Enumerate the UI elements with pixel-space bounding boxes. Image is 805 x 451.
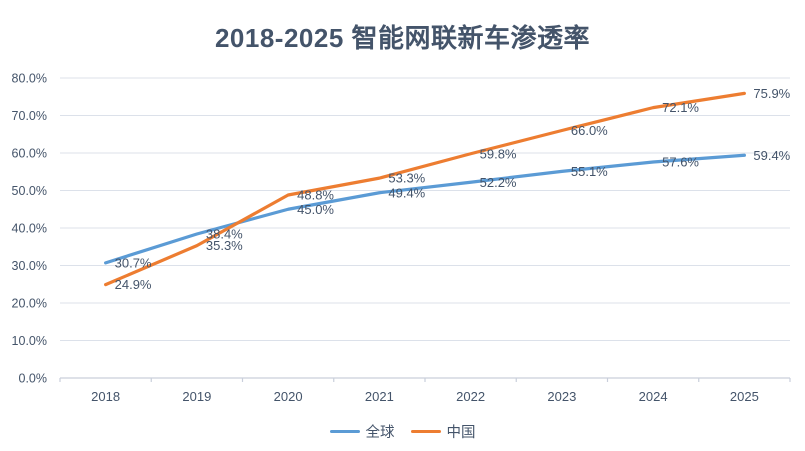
data-labels-china: 24.9% 35.3% 48.8% 53.3% 59.8% 66.0% 72.1% 75.9% <box>115 86 791 292</box>
data-label: 52.2% <box>480 175 517 190</box>
y-axis-labels: 0.0% 10.0% 20.0% 30.0% 40.0% 50.0% 60.0% 70.0% 8… <box>12 72 47 386</box>
x-tick-label: 2018 <box>91 389 120 404</box>
data-label: 30.7% <box>115 255 152 270</box>
series-line-china <box>104 91 746 287</box>
data-label: 35.3% <box>206 238 243 253</box>
data-label: 53.3% <box>388 171 425 186</box>
data-label: 66.0% <box>571 123 608 138</box>
data-label: 45.0% <box>297 202 334 217</box>
y-tick-label: 70.0% <box>12 109 47 123</box>
legend-item-china: 中国 <box>410 421 476 442</box>
x-axis-labels: 2018 2019 2020 2021 2022 2023 2024 2025 <box>91 389 759 404</box>
data-label: 24.9% <box>115 277 152 292</box>
data-label: 75.9% <box>753 86 790 101</box>
legend-marker-global <box>329 429 360 434</box>
data-label: 59.4% <box>753 148 790 163</box>
data-label: 72.1% <box>662 100 699 115</box>
legend: 全球 中国 <box>0 421 805 442</box>
y-tick-label: 80.0% <box>12 72 47 86</box>
x-tick-label: 2023 <box>547 389 576 404</box>
y-tick-label: 0.0% <box>19 372 48 386</box>
gridlines <box>60 77 790 341</box>
data-label: 38.4% <box>206 227 243 242</box>
y-tick-label: 40.0% <box>12 222 47 236</box>
y-tick-label: 10.0% <box>12 334 47 348</box>
series-line-global <box>104 153 746 265</box>
x-tick-label: 2021 <box>365 389 394 404</box>
y-tick-label: 30.0% <box>12 259 47 273</box>
y-tick-label: 20.0% <box>12 297 47 311</box>
y-tick-label: 50.0% <box>12 184 47 198</box>
x-tick-label: 2025 <box>730 389 759 404</box>
legend-marker-china <box>410 429 441 434</box>
y-tick-label: 60.0% <box>12 147 47 161</box>
x-tick-label: 2024 <box>639 389 668 404</box>
data-label: 59.8% <box>480 146 517 161</box>
data-label: 55.1% <box>571 164 608 179</box>
legend-label: 中国 <box>446 425 476 441</box>
x-axis <box>59 377 791 382</box>
legend-label: 全球 <box>365 425 395 441</box>
data-label: 49.4% <box>388 185 425 200</box>
data-label: 57.6% <box>662 155 699 170</box>
legend-item-global: 全球 <box>329 421 395 442</box>
data-labels-global: 30.7% 38.4% 45.0% 49.4% 52.2% 55.1% 57.6% 59.4% <box>115 148 791 271</box>
x-tick-label: 2020 <box>274 389 303 404</box>
x-tick-label: 2022 <box>456 389 485 404</box>
x-tick-label: 2019 <box>182 389 211 404</box>
chart-title: 2018-2025 智能网联新车渗透率 <box>214 23 591 53</box>
data-label: 48.8% <box>297 188 334 203</box>
